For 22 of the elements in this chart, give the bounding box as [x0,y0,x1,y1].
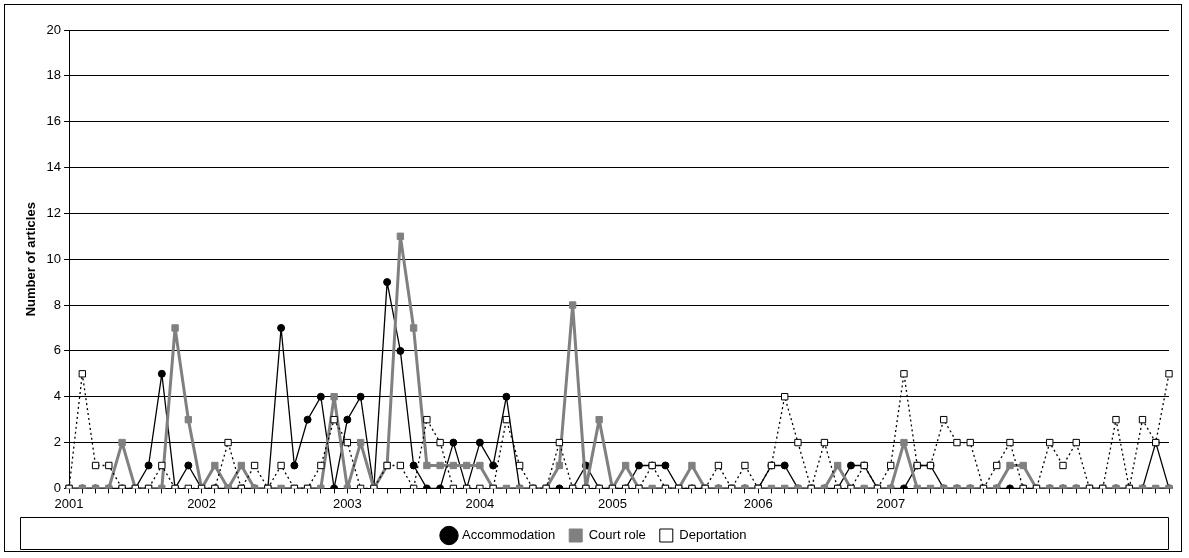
x-tick-label: 2004 [465,495,495,511]
x-tick-label: 2001 [54,495,84,511]
y-tick-label: 0 [53,479,62,495]
y-tick-label: 4 [53,388,62,404]
y-tick-label: 14 [46,159,62,175]
x-tick-label: 2005 [597,495,627,511]
y-tick-label: 12 [46,204,62,220]
x-tick-label: 2006 [743,495,773,511]
legend-label: Court role [588,527,646,543]
x-tick-label: 2003 [332,495,362,511]
y-tick-label: 20 [46,21,62,37]
y-tick-label: 6 [53,342,62,358]
legend-label: Accommodation [462,527,556,543]
legend-label: Deportation [679,527,747,543]
y-tick-label: 16 [46,113,62,129]
x-tick-label: 2007 [876,495,906,511]
y-tick-label: 10 [46,250,62,266]
y-tick-label: 18 [46,67,62,83]
y-axis-title: Number of articles [23,202,39,317]
x-tick-label: 2002 [187,495,217,511]
y-tick-label: 2 [53,434,62,450]
y-tick-label: 8 [53,296,62,312]
